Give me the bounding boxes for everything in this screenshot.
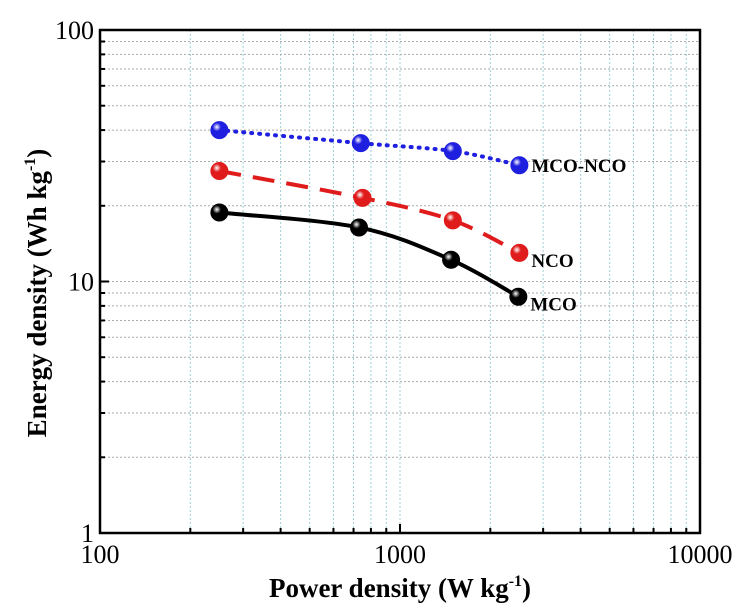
data-point-mco	[210, 203, 229, 222]
data-point-mco-nco	[443, 142, 462, 161]
data-point-nco	[210, 162, 229, 181]
grid-lines	[100, 30, 700, 533]
series-label-nco: NCO	[531, 251, 573, 272]
series-points	[210, 121, 529, 306]
data-point-mco	[509, 287, 528, 306]
series-line-mco	[217, 210, 521, 299]
data-point-mco	[349, 218, 368, 237]
data-point-nco	[353, 188, 372, 207]
y-axis-title: Energy density (Wh kg-1)	[22, 149, 52, 438]
y-tick-label: 1	[81, 519, 94, 548]
data-point-mco-nco	[351, 134, 370, 153]
x-axis-title: Power density (W kg-1)	[269, 573, 531, 603]
data-point-mco	[442, 250, 461, 269]
tick-labels: 100 1000 10000 1 10 100	[55, 16, 733, 569]
x-tick-label: 1000	[374, 540, 426, 569]
series-label-mco-nco: MCO-NCO	[531, 156, 626, 177]
series-lines	[217, 128, 522, 299]
series-line-nco	[219, 169, 521, 255]
series-line-mco-nco	[217, 128, 522, 168]
data-point-mco-nco	[210, 121, 229, 140]
axis-ticks	[99, 29, 701, 534]
data-point-nco	[510, 243, 529, 262]
y-tick-label: 10	[68, 268, 94, 297]
x-tick-label: 10000	[668, 540, 733, 569]
x-tick-label: 100	[81, 540, 120, 569]
series-label-mco: MCO	[530, 295, 576, 316]
y-tick-label: 100	[55, 16, 94, 45]
series-labels: MCO-NCO NCO MCO	[530, 156, 626, 316]
data-point-mco-nco	[510, 156, 529, 175]
data-point-nco	[443, 211, 462, 230]
